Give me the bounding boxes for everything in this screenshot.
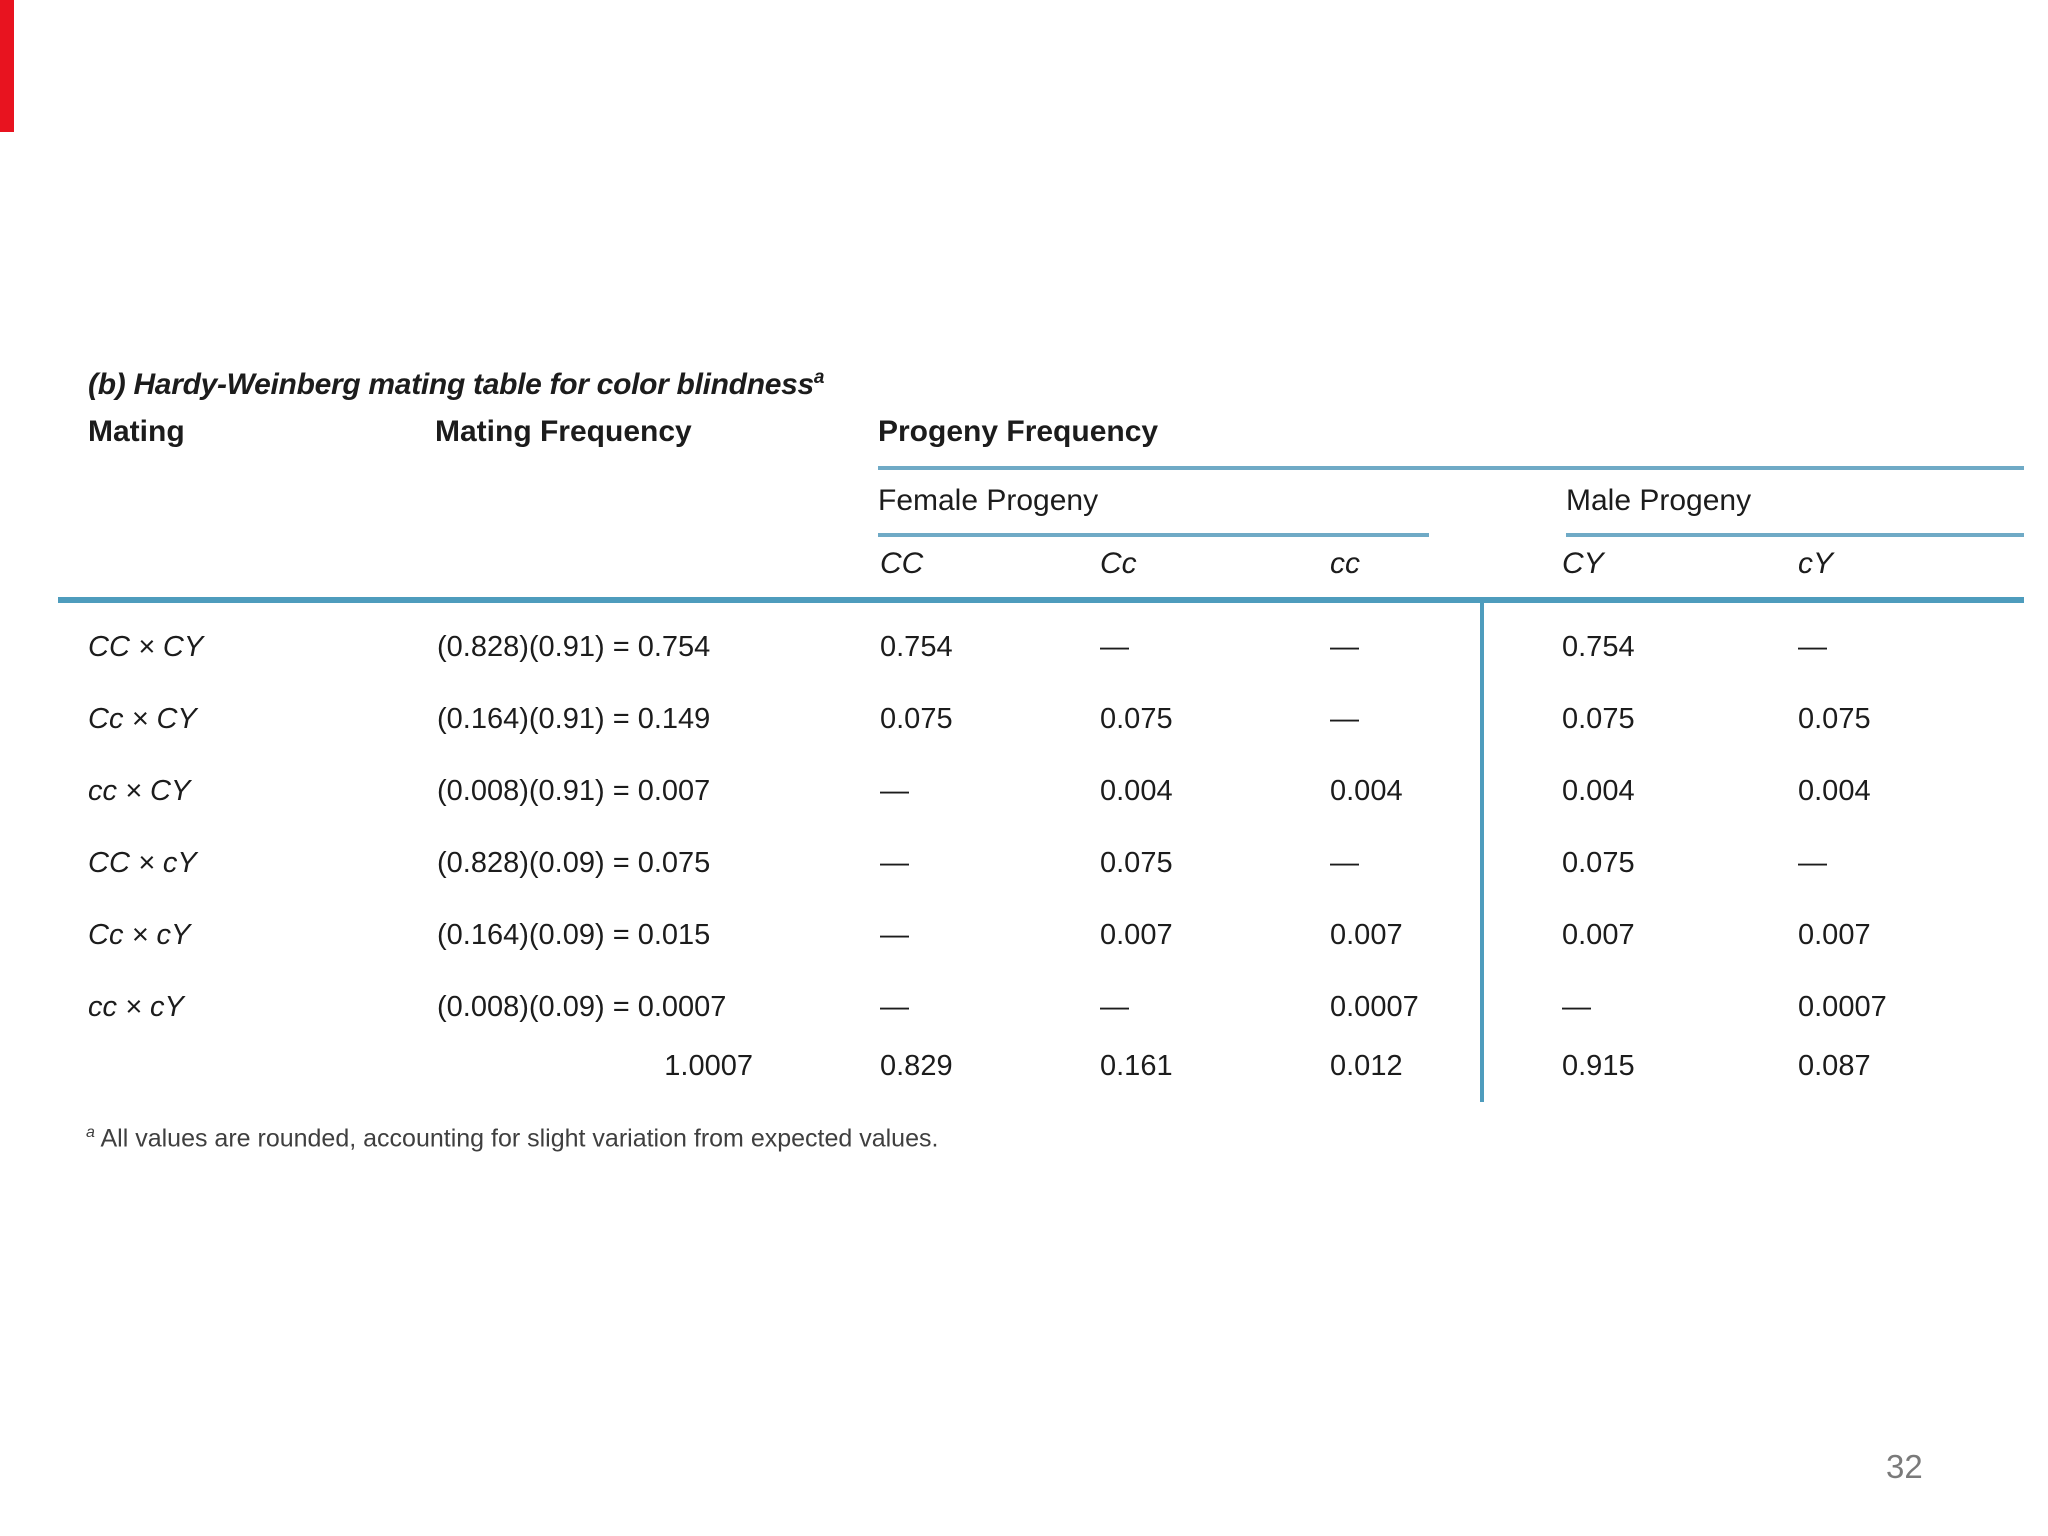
cell-mating: cc × CY xyxy=(88,775,191,807)
cell-female-CC: — xyxy=(880,919,909,951)
cell-male-CY: — xyxy=(1562,991,1591,1023)
table-header-rule xyxy=(58,597,2024,603)
cell-total-mating-frequency: 1.0007 xyxy=(664,1050,753,1082)
column-header-progeny-frequency: Progeny Frequency xyxy=(878,415,1159,448)
cell-mating-frequency: (0.164)(0.09) = 0.015 xyxy=(437,919,711,951)
genotype-header-CC: CC xyxy=(880,547,924,580)
table-row: cc × CY (0.008)(0.91) = 0.007 — 0.004 0.… xyxy=(0,775,2048,819)
cell-female-cc: — xyxy=(1330,703,1359,735)
cell-mating-frequency: (0.828)(0.09) = 0.075 xyxy=(437,847,711,879)
group-header-male-progeny: Male Progeny xyxy=(1566,484,1752,517)
table-row: CC × cY (0.828)(0.09) = 0.075 — 0.075 — … xyxy=(0,847,2048,891)
cell-female-Cc: 0.075 xyxy=(1100,847,1173,879)
progeny-frequency-rule xyxy=(878,466,2024,470)
cell-mating-frequency: (0.008)(0.09) = 0.0007 xyxy=(437,991,727,1023)
genotype-header-Cc: Cc xyxy=(1100,547,1137,580)
table-row: Cc × cY (0.164)(0.09) = 0.015 — 0.007 0.… xyxy=(0,919,2048,963)
footnote-text: All values are rounded, accounting for s… xyxy=(94,1124,939,1153)
genotype-header-CY: CY xyxy=(1562,547,1604,580)
cell-male-CY: 0.007 xyxy=(1562,919,1635,951)
column-header-mating: Mating xyxy=(88,415,185,448)
cell-female-CC: 0.075 xyxy=(880,703,953,735)
female-progeny-rule xyxy=(878,533,1429,537)
cell-female-CC: — xyxy=(880,775,909,807)
table-totals-row: 1.0007 0.829 0.161 0.012 0.915 0.087 xyxy=(0,1050,2048,1094)
table-title: (b) Hardy-Weinberg mating table for colo… xyxy=(88,367,824,402)
cell-total-female-CC: 0.829 xyxy=(880,1050,953,1082)
table-title-footnote-marker: a xyxy=(813,367,825,388)
cell-female-Cc: 0.004 xyxy=(1100,775,1173,807)
cell-mating-frequency: (0.828)(0.91) = 0.754 xyxy=(437,631,711,663)
female-male-divider xyxy=(1480,597,1484,1102)
cell-female-cc: 0.004 xyxy=(1330,775,1403,807)
table-title-text: (b) Hardy-Weinberg mating table for colo… xyxy=(88,368,814,401)
cell-male-CY: 0.004 xyxy=(1562,775,1635,807)
cell-female-CC: 0.754 xyxy=(880,631,953,663)
cell-total-male-cY: 0.087 xyxy=(1798,1050,1871,1082)
cell-mating-frequency: (0.164)(0.91) = 0.149 xyxy=(437,703,711,735)
cell-male-CY: 0.754 xyxy=(1562,631,1635,663)
cell-male-CY: 0.075 xyxy=(1562,703,1635,735)
cell-mating: CC × cY xyxy=(88,847,197,879)
cell-mating: CC × CY xyxy=(88,631,204,663)
cell-total-female-Cc: 0.161 xyxy=(1100,1050,1173,1082)
group-header-female-progeny: Female Progeny xyxy=(878,484,1099,517)
cell-male-CY: 0.075 xyxy=(1562,847,1635,879)
cell-total-female-cc: 0.012 xyxy=(1330,1050,1403,1082)
table-row: CC × CY (0.828)(0.91) = 0.754 0.754 — — … xyxy=(0,631,2048,675)
cell-total-male-CY: 0.915 xyxy=(1562,1050,1635,1082)
table-row: Cc × CY (0.164)(0.91) = 0.149 0.075 0.07… xyxy=(0,703,2048,747)
cell-male-cY: 0.007 xyxy=(1798,919,1871,951)
cell-female-Cc: — xyxy=(1100,631,1129,663)
footnote-marker: a xyxy=(86,1124,95,1141)
cell-male-cY: 0.004 xyxy=(1798,775,1871,807)
column-header-mating-frequency: Mating Frequency xyxy=(435,415,692,448)
cell-mating: Cc × CY xyxy=(88,703,197,735)
cell-female-cc: — xyxy=(1330,631,1359,663)
cell-female-Cc: — xyxy=(1100,991,1129,1023)
cell-male-cY: 0.075 xyxy=(1798,703,1871,735)
cell-female-Cc: 0.075 xyxy=(1100,703,1173,735)
cell-male-cY: — xyxy=(1798,631,1827,663)
cell-female-CC: — xyxy=(880,991,909,1023)
cell-female-CC: — xyxy=(880,847,909,879)
table-row: cc × cY (0.008)(0.09) = 0.0007 — — 0.000… xyxy=(0,991,2048,1035)
male-progeny-rule xyxy=(1566,533,2024,537)
red-accent-stripe xyxy=(0,0,14,132)
cell-female-cc: — xyxy=(1330,847,1359,879)
cell-male-cY: — xyxy=(1798,847,1827,879)
cell-male-cY: 0.0007 xyxy=(1798,991,1887,1023)
table-footnote: a All values are rounded, accounting for… xyxy=(86,1124,938,1153)
page-number: 32 xyxy=(1886,1448,1923,1485)
cell-mating: cc × cY xyxy=(88,991,184,1023)
genotype-header-cY: cY xyxy=(1798,547,1834,580)
cell-mating-frequency: (0.008)(0.91) = 0.007 xyxy=(437,775,711,807)
cell-female-cc: 0.007 xyxy=(1330,919,1403,951)
cell-female-cc: 0.0007 xyxy=(1330,991,1419,1023)
genotype-header-cc: cc xyxy=(1330,547,1360,580)
cell-mating: Cc × cY xyxy=(88,919,191,951)
cell-female-Cc: 0.007 xyxy=(1100,919,1173,951)
